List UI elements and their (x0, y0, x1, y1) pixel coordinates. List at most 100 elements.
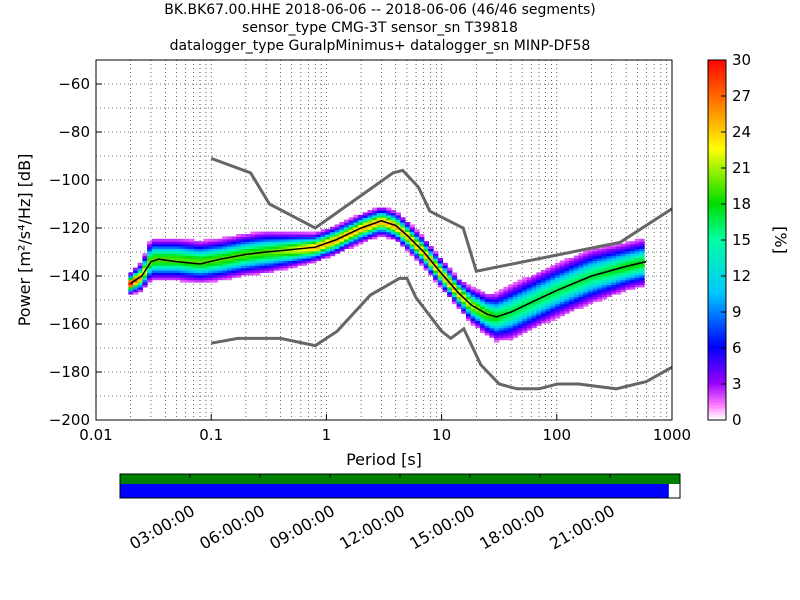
density-cell (208, 238, 214, 242)
density-cell (170, 267, 176, 271)
density-cell (170, 274, 176, 278)
density-cell (156, 267, 162, 271)
density-cell (306, 236, 312, 240)
density-cell (179, 279, 186, 283)
density-cell (620, 243, 626, 247)
density-cell (334, 231, 340, 235)
colorbar-segment (708, 267, 726, 271)
density-cell (315, 238, 322, 242)
density-cell (283, 231, 289, 235)
density-cell (503, 315, 509, 319)
density-cell (465, 308, 472, 312)
density-cell (465, 286, 472, 290)
density-cell (306, 238, 312, 242)
density-cell (451, 277, 458, 281)
density-cell (606, 274, 612, 278)
density-cell (231, 262, 237, 266)
colorbar-segment (708, 147, 726, 151)
density-cell (358, 236, 364, 240)
density-cell (311, 258, 317, 261)
density-cell (531, 282, 537, 285)
density-cell (639, 253, 645, 257)
density-cell (344, 222, 350, 225)
colorbar-segment (708, 402, 726, 406)
density-cell (306, 231, 312, 235)
colorbar-segment (708, 108, 726, 112)
density-cell (498, 318, 505, 321)
density-cell (512, 318, 519, 321)
density-cell (583, 274, 589, 278)
density-cell (184, 267, 190, 271)
density-cell (578, 282, 584, 285)
density-cell (447, 267, 453, 271)
density-cell (137, 265, 144, 269)
density-cell (625, 270, 631, 273)
density-cell (503, 337, 509, 341)
density-cell (376, 210, 383, 213)
density-cell (536, 313, 542, 317)
colorbar-segment (708, 396, 726, 400)
density-cell (259, 270, 265, 273)
density-cell (470, 310, 476, 314)
density-cell (597, 284, 603, 288)
density-cell (198, 241, 204, 245)
density-cell (151, 270, 158, 273)
density-cell (226, 243, 233, 247)
density-cell (268, 255, 275, 259)
density-cell (508, 289, 514, 293)
density-cell (545, 282, 551, 285)
density-cell (573, 282, 580, 285)
density-cell (367, 210, 373, 213)
density-cell (615, 246, 622, 249)
density-cell (522, 294, 528, 297)
density-cell (522, 277, 528, 281)
density-cell (601, 255, 608, 259)
density-cell (193, 260, 200, 264)
density-cell (381, 207, 387, 211)
density-cell (133, 282, 139, 285)
density-cell (550, 272, 556, 276)
density-cell (503, 301, 509, 305)
density-cell (254, 248, 261, 252)
density-cell (423, 265, 430, 269)
density-cell (198, 279, 204, 283)
density-cell (484, 310, 490, 314)
density-cell (545, 267, 551, 271)
density-cell (344, 236, 350, 240)
density-cell (601, 270, 608, 273)
density-cell (268, 243, 275, 247)
density-cell (583, 286, 589, 290)
density-cell (395, 224, 401, 228)
density-cell (212, 255, 219, 259)
density-cell (193, 265, 200, 269)
density-cell (264, 236, 270, 240)
density-cell (465, 313, 472, 317)
density-cell (456, 279, 462, 283)
density-cell (494, 306, 500, 309)
density-cell (128, 286, 134, 290)
colorbar-segment (708, 138, 726, 142)
density-cell (597, 289, 603, 293)
density-cell (559, 262, 565, 266)
colorbar-segment (708, 60, 726, 64)
density-cell (175, 274, 181, 278)
density-cell (287, 253, 294, 257)
density-cell (494, 308, 500, 312)
density-cell (212, 250, 219, 254)
density-cell (428, 270, 434, 273)
density-cell (193, 246, 200, 249)
density-cell (555, 284, 561, 288)
density-cell (545, 306, 551, 309)
density-cell (475, 301, 481, 305)
density-cell (236, 260, 242, 264)
density-cell (193, 248, 200, 252)
density-cell (433, 272, 439, 276)
colorbar-segment (708, 174, 726, 178)
density-cell (592, 296, 598, 300)
density-cell (283, 234, 289, 237)
density-cell (297, 241, 303, 245)
density-cell (315, 231, 322, 235)
density-cell (268, 250, 275, 254)
density-cell (226, 265, 233, 269)
density-cell (250, 243, 256, 247)
